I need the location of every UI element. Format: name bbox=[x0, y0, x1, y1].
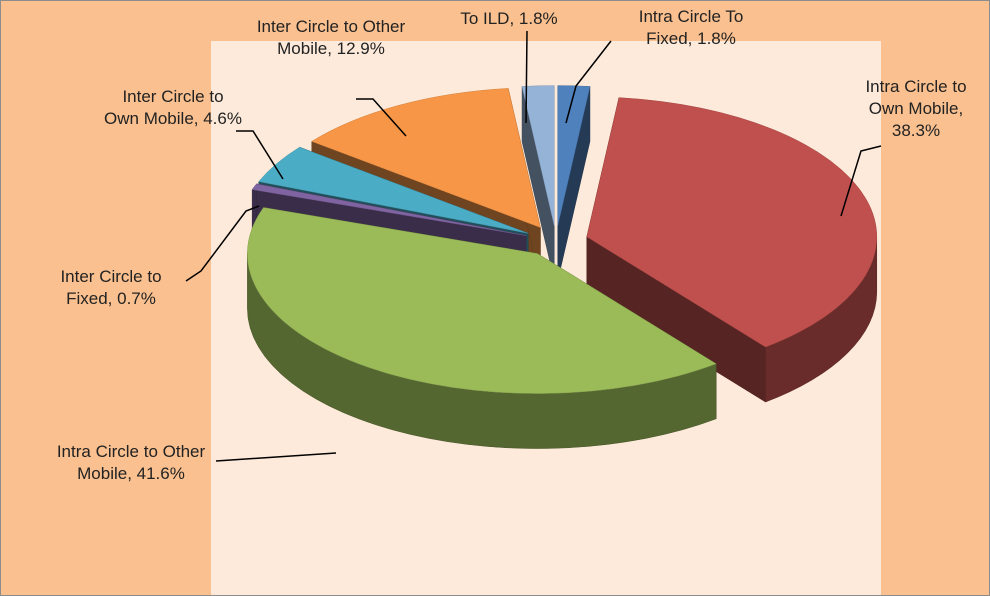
slice bbox=[258, 146, 529, 234]
data-label: Intra Circle To Fixed, 1.8% bbox=[638, 7, 744, 48]
leader-line bbox=[215, 452, 337, 462]
leader-line bbox=[565, 40, 612, 124]
leader-line bbox=[185, 205, 260, 282]
slice bbox=[586, 97, 878, 348]
leader-line bbox=[525, 30, 528, 124]
leader-line bbox=[356, 98, 407, 137]
slice bbox=[251, 183, 527, 236]
data-label: Inter Circle to Own Mobile, 4.6% bbox=[104, 87, 242, 128]
slice bbox=[521, 85, 555, 226]
leader-line bbox=[840, 145, 882, 217]
data-label: Inter Circle to Other Mobile, 12.9% bbox=[256, 17, 406, 58]
slice bbox=[557, 85, 591, 226]
data-label: To ILD, 1.8% bbox=[460, 9, 558, 28]
data-label: Inter Circle to Fixed, 0.7% bbox=[60, 267, 162, 308]
slice bbox=[311, 88, 541, 228]
data-label: Intra Circle to Other Mobile, 41.6% bbox=[56, 442, 206, 483]
leader-line bbox=[236, 130, 284, 180]
slice bbox=[247, 207, 717, 394]
data-label: Intra Circle to Own Mobile, 38.3% bbox=[865, 77, 967, 140]
